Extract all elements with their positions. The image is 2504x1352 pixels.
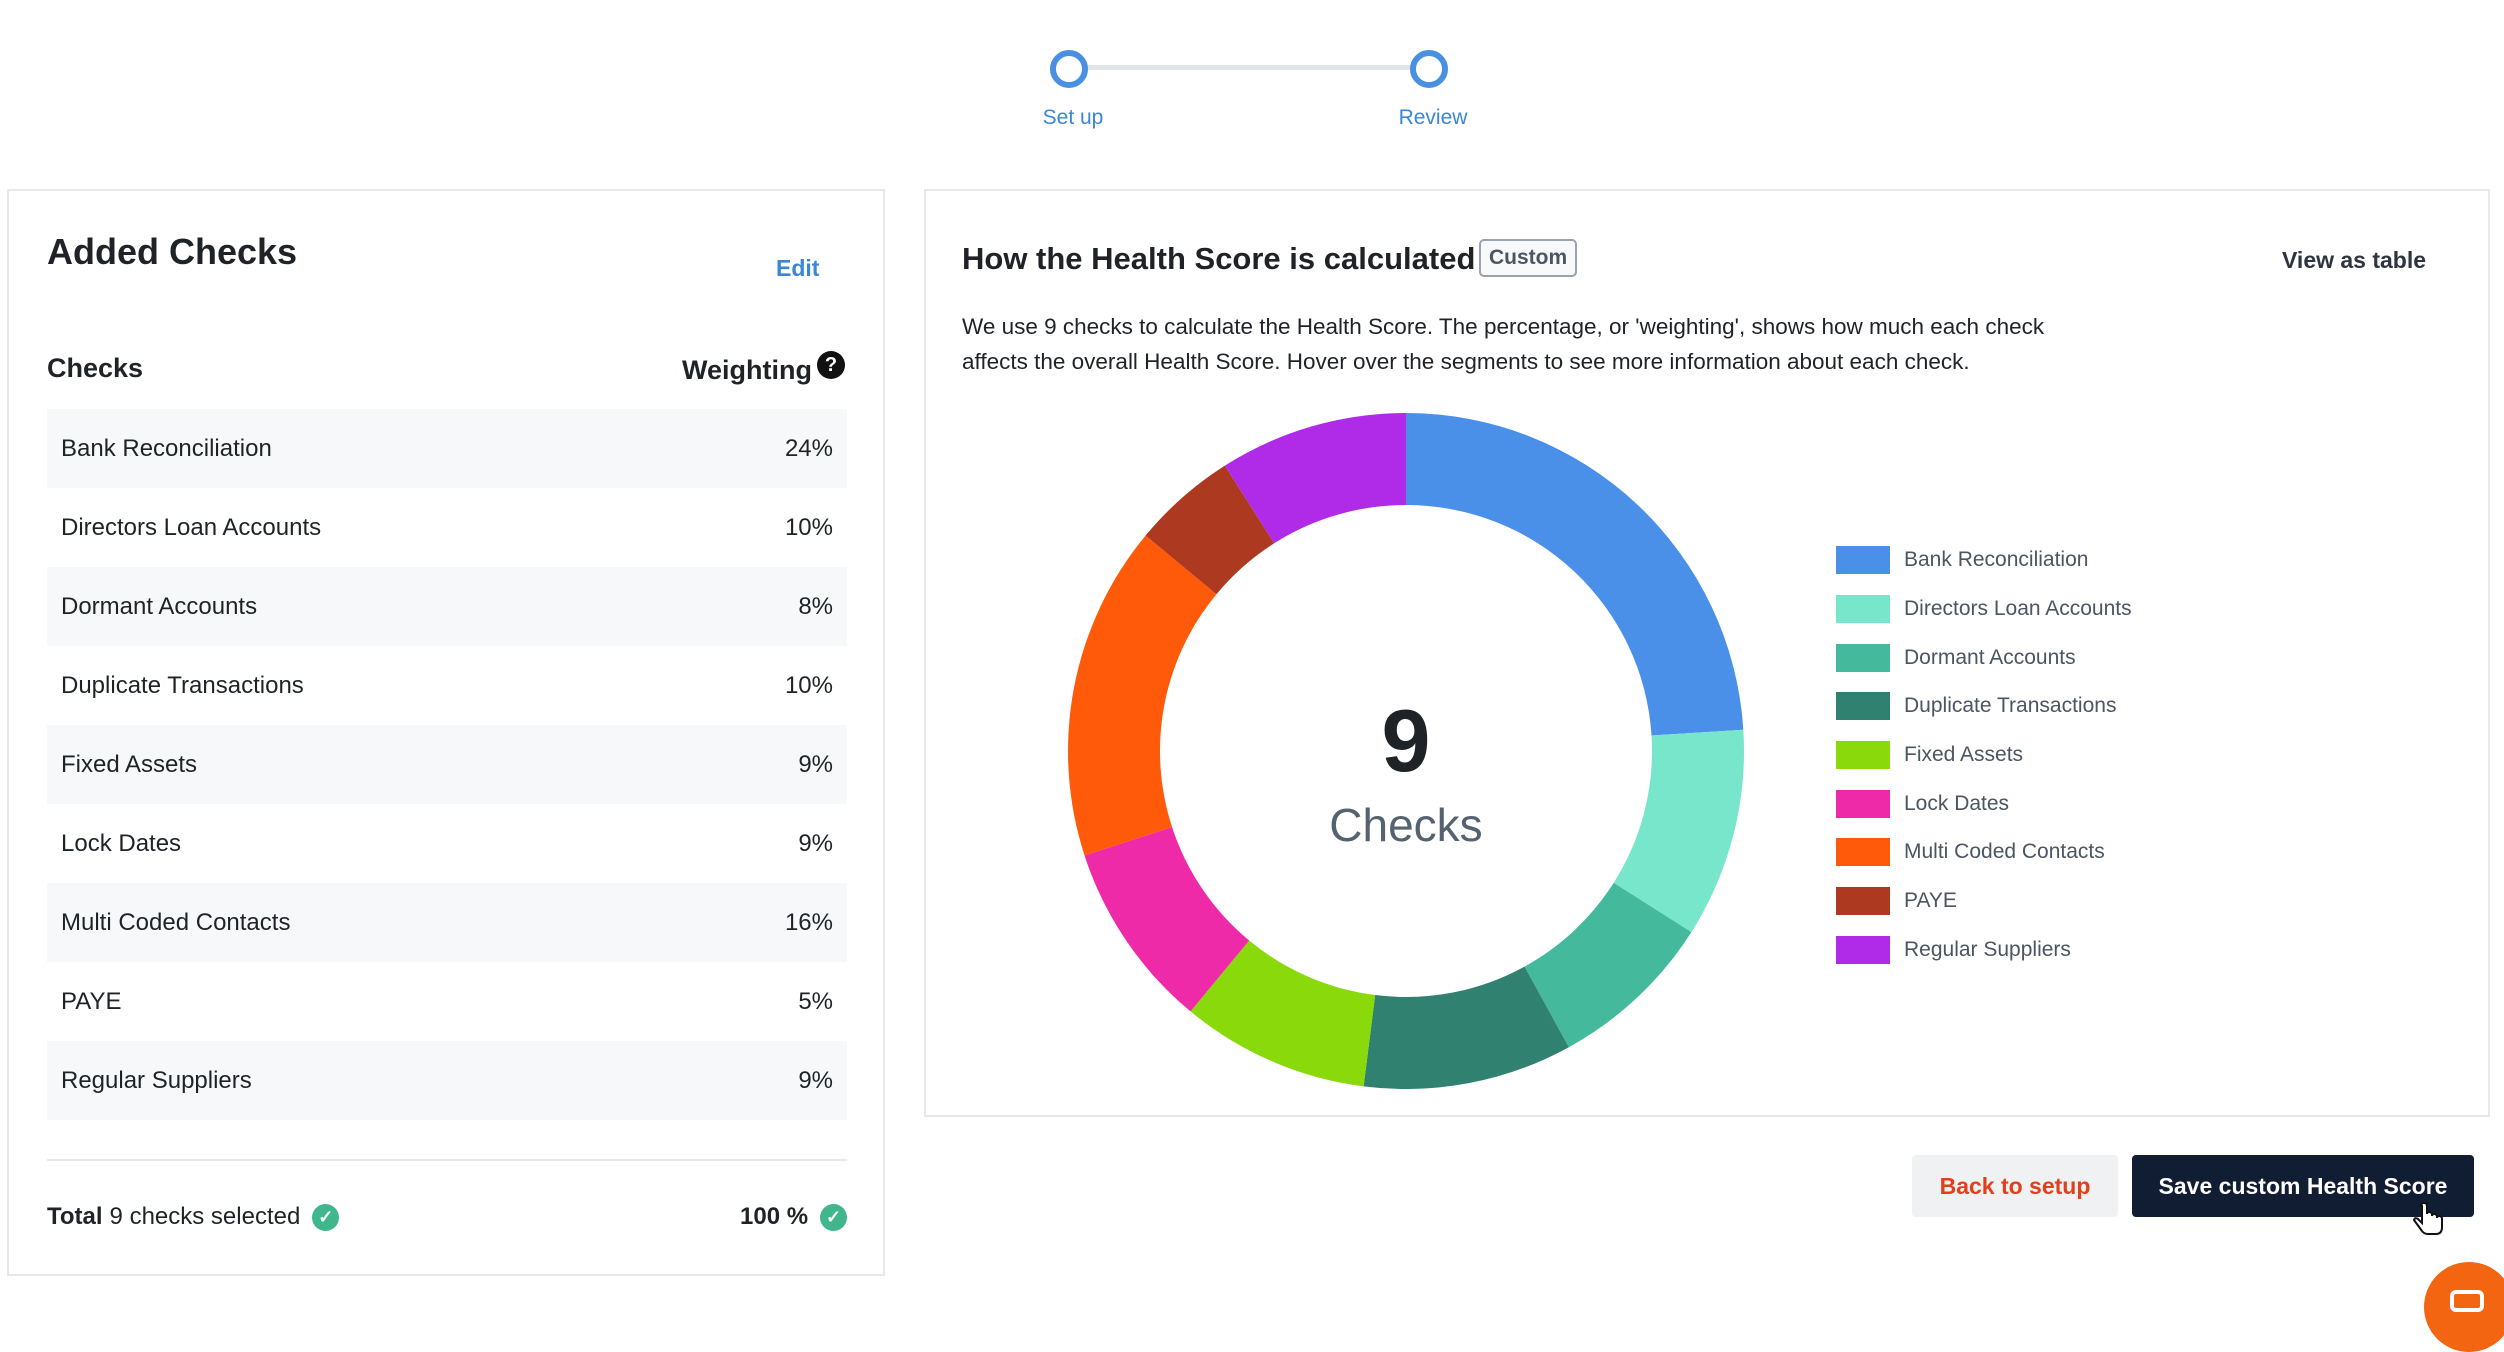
total-label: Total [47, 1203, 103, 1230]
check-name: Dormant Accounts [61, 592, 258, 620]
divider [47, 1159, 847, 1161]
check-weight: 9% [798, 750, 833, 778]
legend-swatch [1836, 887, 1890, 916]
step-label-setup[interactable]: Set up [1042, 106, 1104, 129]
legend-item[interactable]: Bank Reconciliation [1836, 536, 2132, 585]
check-weight: 10% [784, 671, 833, 699]
donut-center-label: Checks [1329, 799, 1482, 851]
legend-label: Fixed Assets [1904, 743, 2024, 767]
legend-item[interactable]: PAYE [1836, 877, 2132, 926]
stepper: Set up Review [1030, 22, 1467, 132]
checks-list: Bank Reconciliation 24% Directors Loan Acc… [47, 409, 847, 1120]
check-name: Duplicate Transactions [61, 671, 304, 699]
legend-label: Bank Reconciliation [1904, 548, 2089, 572]
legend-item[interactable]: Fixed Assets [1836, 731, 2132, 780]
custom-badge: Custom [1479, 239, 1578, 277]
legend-item[interactable]: Directors Loan Accounts [1836, 585, 2132, 634]
legend-label: Lock Dates [1904, 791, 2010, 815]
check-weight: 9% [798, 1066, 833, 1094]
chat-launcher-button[interactable] [2424, 1262, 2504, 1352]
total-percent: 100 % ✓ [740, 1203, 848, 1231]
back-to-setup-button[interactable]: Back to setup [1912, 1155, 2118, 1217]
check-weight: 5% [798, 987, 833, 1015]
legend-item[interactable]: Multi Coded Contacts [1836, 828, 2132, 877]
check-row: Lock Dates 9% [47, 804, 847, 883]
legend-label: PAYE [1904, 889, 1957, 913]
check-row: Duplicate Transactions 10% [47, 646, 847, 725]
total-summary: Total 9 checks selected ✓ [47, 1203, 340, 1231]
added-checks-title: Added Checks [47, 231, 298, 272]
total-text: 9 checks selected [109, 1203, 301, 1230]
check-circle-icon: ✓ [820, 1203, 848, 1231]
stepper-line [1068, 65, 1426, 70]
check-name: Fixed Assets [61, 750, 198, 778]
legend-label: Duplicate Transactions [1904, 694, 2117, 718]
question-circle-icon[interactable]: ? [817, 351, 845, 379]
total-percent-value: 100 % [740, 1203, 809, 1230]
check-row: Directors Loan Accounts 10% [47, 488, 847, 567]
legend-swatch [1836, 643, 1890, 672]
check-row: Regular Suppliers 9% [47, 1041, 847, 1120]
health-score-panel: How the Health Score is calculated Custo… [924, 189, 2490, 1117]
chart-legend: Bank Reconciliation Directors Loan Accoun… [1836, 536, 2132, 974]
check-row: Multi Coded Contacts 16% [47, 883, 847, 962]
check-weight: 24% [784, 434, 833, 462]
check-row: PAYE 5% [47, 962, 847, 1041]
legend-swatch [1836, 741, 1890, 770]
added-checks-panel: Added Checks Edit Checks Weighting ? Ban… [7, 189, 885, 1276]
check-name: Directors Loan Accounts [61, 513, 322, 541]
check-weight: 10% [784, 513, 833, 541]
legend-label: Multi Coded Contacts [1904, 840, 2105, 864]
donut-segment[interactable] [1406, 413, 1744, 736]
legend-item[interactable]: Regular Suppliers [1836, 926, 2132, 975]
legend-label: Directors Loan Accounts [1904, 597, 2132, 621]
step-dot-setup[interactable] [1050, 50, 1088, 88]
hand-pointer-icon [2412, 1202, 2443, 1235]
legend-item[interactable]: Lock Dates [1836, 779, 2132, 828]
donut-segment[interactable] [1524, 882, 1692, 1048]
check-name: Bank Reconciliation [61, 434, 272, 462]
check-name: PAYE [61, 987, 122, 1015]
health-score-title: How the Health Score is calculated [962, 241, 1476, 276]
check-row: Fixed Assets 9% [47, 725, 847, 804]
legend-item[interactable]: Dormant Accounts [1836, 633, 2132, 682]
legend-label: Dormant Accounts [1904, 645, 2076, 669]
legend-swatch [1836, 838, 1890, 867]
donut-segment[interactable] [1084, 827, 1250, 1012]
check-weight: 16% [784, 908, 833, 936]
check-circle-icon: ✓ [312, 1203, 340, 1231]
step-label-review[interactable]: Review [1398, 106, 1468, 129]
donut-segment[interactable] [1068, 535, 1217, 856]
save-custom-health-score-button[interactable]: Save custom Health Score [2132, 1155, 2474, 1217]
check-name: Regular Suppliers [61, 1066, 252, 1094]
column-header-weighting: Weighting [682, 355, 812, 385]
check-name: Lock Dates [61, 829, 182, 857]
check-row: Bank Reconciliation 24% [47, 409, 847, 488]
column-header-checks: Checks [47, 353, 144, 383]
donut-segment[interactable] [1363, 966, 1569, 1089]
legend-item[interactable]: Duplicate Transactions [1836, 682, 2132, 731]
donut-chart[interactable]: 9 Checks [1068, 413, 1744, 1089]
check-weight: 8% [798, 592, 833, 620]
legend-swatch [1836, 935, 1890, 964]
health-score-description: We use 9 checks to calculate the Health … [962, 314, 2045, 374]
legend-swatch [1836, 692, 1890, 721]
check-weight: 9% [798, 829, 833, 857]
donut-center-number: 9 [1382, 691, 1431, 790]
donut-segment[interactable] [1190, 940, 1376, 1087]
legend-swatch [1836, 595, 1890, 624]
donut-segment[interactable] [1224, 413, 1406, 544]
edit-link[interactable]: Edit [776, 255, 820, 281]
donut-segment[interactable] [1613, 729, 1744, 933]
legend-label: Regular Suppliers [1904, 937, 2071, 961]
legend-swatch [1836, 546, 1890, 575]
check-row: Dormant Accounts 8% [47, 567, 847, 646]
donut-segment[interactable] [1145, 465, 1275, 595]
view-as-table-link[interactable]: View as table [2282, 247, 2427, 273]
check-name: Multi Coded Contacts [61, 908, 291, 936]
step-dot-review[interactable] [1410, 50, 1448, 88]
legend-swatch [1836, 789, 1890, 818]
